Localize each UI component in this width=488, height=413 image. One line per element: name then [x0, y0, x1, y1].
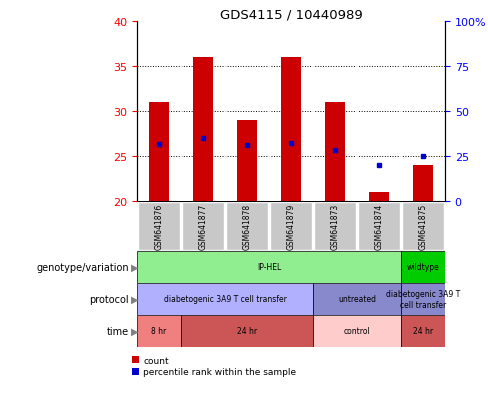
Bar	[314, 202, 356, 250]
Text: untreated: untreated	[338, 295, 376, 304]
Bar	[237, 121, 257, 202]
Bar	[137, 283, 313, 315]
Bar	[401, 315, 445, 347]
Text: ▶: ▶	[131, 326, 139, 336]
Bar	[270, 202, 312, 250]
Text: protocol: protocol	[89, 294, 129, 304]
Text: GSM641877: GSM641877	[199, 203, 207, 249]
Bar	[401, 252, 445, 283]
Text: time: time	[107, 326, 129, 336]
Text: GSM641879: GSM641879	[286, 203, 296, 249]
Text: wildtype: wildtype	[407, 263, 439, 272]
Bar	[313, 315, 401, 347]
Bar	[181, 315, 313, 347]
Text: ▶: ▶	[131, 262, 139, 272]
Legend: count, percentile rank within the sample: count, percentile rank within the sample	[131, 356, 296, 376]
Text: GSM641875: GSM641875	[419, 203, 427, 249]
Text: control: control	[344, 327, 370, 336]
Bar	[193, 58, 213, 202]
Bar	[137, 252, 401, 283]
Text: genotype/variation: genotype/variation	[37, 262, 129, 272]
Bar	[358, 202, 400, 250]
Text: 8 hr: 8 hr	[151, 327, 166, 336]
Text: 24 hr: 24 hr	[237, 327, 257, 336]
Bar	[401, 283, 445, 315]
Text: diabetogenic 3A9 T
cell transfer: diabetogenic 3A9 T cell transfer	[386, 290, 460, 309]
Text: ▶: ▶	[131, 294, 139, 304]
Text: diabetogenic 3A9 T cell transfer: diabetogenic 3A9 T cell transfer	[163, 295, 286, 304]
Text: GSM641874: GSM641874	[374, 203, 384, 249]
Text: IP-HEL: IP-HEL	[257, 263, 281, 272]
Bar	[149, 103, 169, 202]
Bar	[402, 202, 444, 250]
Text: GDS4115 / 10440989: GDS4115 / 10440989	[220, 8, 363, 21]
Bar	[182, 202, 224, 250]
Bar	[413, 166, 433, 202]
Bar	[369, 192, 389, 202]
Text: GSM641878: GSM641878	[243, 204, 251, 249]
Text: GSM641876: GSM641876	[155, 203, 163, 249]
Bar	[313, 283, 401, 315]
Text: GSM641873: GSM641873	[330, 203, 340, 249]
Bar	[226, 202, 268, 250]
Bar	[281, 58, 301, 202]
Bar	[325, 103, 345, 202]
Bar	[138, 202, 180, 250]
Bar	[137, 315, 181, 347]
Text: 24 hr: 24 hr	[413, 327, 433, 336]
